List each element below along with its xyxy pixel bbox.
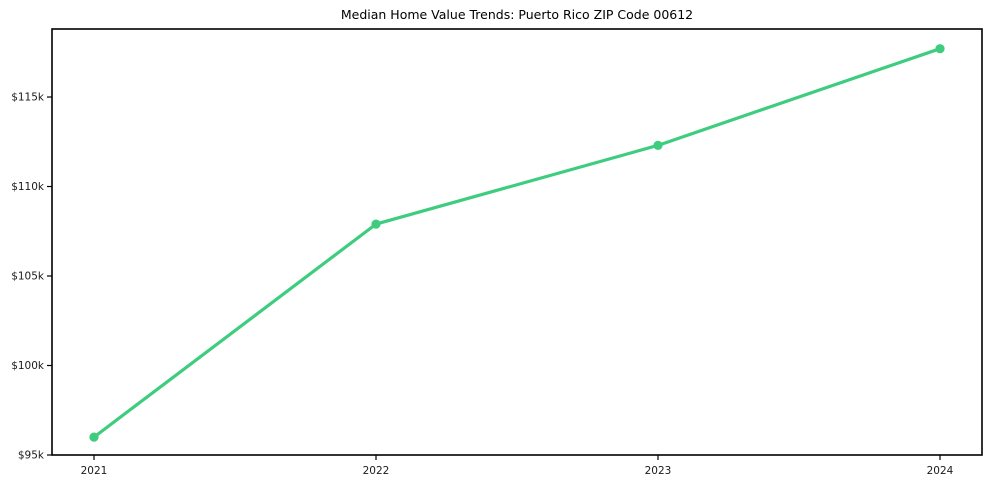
y-tick-label: $110k: [11, 181, 45, 193]
x-tick-label: 2024: [927, 465, 954, 477]
y-tick-label: $115k: [11, 92, 45, 104]
data-point-marker: [935, 44, 945, 54]
y-tick-label: $105k: [11, 271, 45, 283]
chart-title: Median Home Value Trends: Puerto Rico ZI…: [340, 7, 694, 22]
x-tick-label: 2022: [363, 465, 390, 477]
data-point-marker: [653, 140, 663, 150]
y-tick-label: $100k: [11, 360, 45, 372]
x-tick-label: 2021: [81, 465, 108, 477]
plot-border: [51, 28, 983, 456]
data-point-marker: [89, 432, 99, 442]
x-tick-label: 2023: [645, 465, 672, 477]
trend-line: [92, 47, 942, 439]
data-point-marker: [371, 219, 381, 229]
y-tick-label: $95k: [18, 450, 45, 462]
